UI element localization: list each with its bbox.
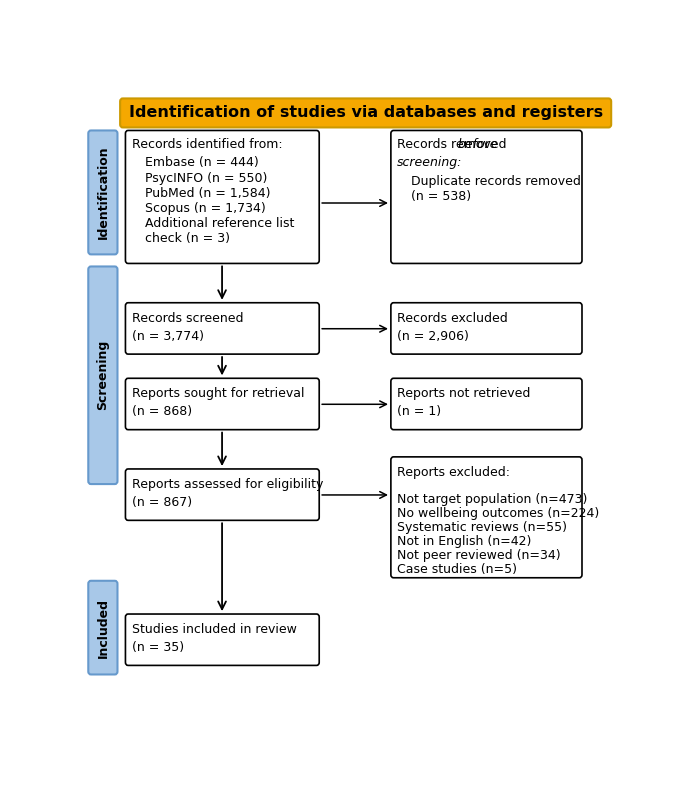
Text: (n = 3,774): (n = 3,774) bbox=[132, 330, 204, 343]
Text: No wellbeing outcomes (n=224): No wellbeing outcomes (n=224) bbox=[397, 507, 599, 520]
Text: Duplicate records removed: Duplicate records removed bbox=[410, 174, 580, 188]
Text: Screening: Screening bbox=[97, 340, 110, 411]
FancyBboxPatch shape bbox=[125, 469, 319, 520]
FancyBboxPatch shape bbox=[125, 303, 319, 354]
Text: Not in English (n=42): Not in English (n=42) bbox=[397, 535, 532, 548]
Text: Studies included in review: Studies included in review bbox=[132, 623, 297, 636]
FancyBboxPatch shape bbox=[120, 98, 611, 127]
Text: Additional reference list: Additional reference list bbox=[145, 217, 295, 230]
Text: Reports sought for retrieval: Reports sought for retrieval bbox=[132, 387, 304, 400]
Text: Case studies (n=5): Case studies (n=5) bbox=[397, 563, 517, 575]
FancyBboxPatch shape bbox=[391, 303, 582, 354]
FancyBboxPatch shape bbox=[391, 457, 582, 578]
Text: Not target population (n=473): Not target population (n=473) bbox=[397, 493, 588, 506]
FancyBboxPatch shape bbox=[88, 581, 118, 674]
Text: (n = 35): (n = 35) bbox=[132, 641, 184, 654]
Text: Scopus (n = 1,734): Scopus (n = 1,734) bbox=[145, 202, 266, 215]
Text: Records removed: Records removed bbox=[397, 138, 511, 152]
FancyBboxPatch shape bbox=[391, 378, 582, 429]
Text: Records screened: Records screened bbox=[132, 312, 243, 325]
FancyBboxPatch shape bbox=[391, 130, 582, 264]
Text: (n = 1): (n = 1) bbox=[397, 406, 441, 418]
Text: (n = 868): (n = 868) bbox=[132, 406, 192, 418]
Text: before: before bbox=[457, 138, 498, 152]
Text: Systematic reviews (n=55): Systematic reviews (n=55) bbox=[397, 521, 567, 534]
Text: PubMed (n = 1,584): PubMed (n = 1,584) bbox=[145, 187, 271, 199]
Text: screening:: screening: bbox=[397, 156, 462, 170]
Text: Reports not retrieved: Reports not retrieved bbox=[397, 387, 531, 400]
Text: check (n = 3): check (n = 3) bbox=[145, 232, 230, 245]
FancyBboxPatch shape bbox=[88, 266, 118, 484]
Text: (n = 867): (n = 867) bbox=[132, 496, 192, 509]
Text: Embase (n = 444): Embase (n = 444) bbox=[145, 156, 259, 170]
Text: (n = 538): (n = 538) bbox=[410, 190, 471, 203]
FancyBboxPatch shape bbox=[125, 130, 319, 264]
Text: PsycINFO (n = 550): PsycINFO (n = 550) bbox=[145, 172, 267, 184]
FancyBboxPatch shape bbox=[125, 378, 319, 429]
Text: Reports excluded:: Reports excluded: bbox=[397, 466, 510, 479]
Text: Identification of studies via databases and registers: Identification of studies via databases … bbox=[129, 105, 603, 120]
Text: Reports assessed for eligibility: Reports assessed for eligibility bbox=[132, 478, 323, 491]
Text: Included: Included bbox=[97, 597, 110, 658]
Text: Identification: Identification bbox=[97, 145, 110, 239]
FancyBboxPatch shape bbox=[88, 130, 118, 254]
Text: Records excluded: Records excluded bbox=[397, 312, 508, 325]
FancyBboxPatch shape bbox=[125, 614, 319, 666]
Text: Records identified from:: Records identified from: bbox=[132, 138, 282, 152]
Text: Not peer reviewed (n=34): Not peer reviewed (n=34) bbox=[397, 549, 561, 562]
Text: (n = 2,906): (n = 2,906) bbox=[397, 330, 469, 343]
